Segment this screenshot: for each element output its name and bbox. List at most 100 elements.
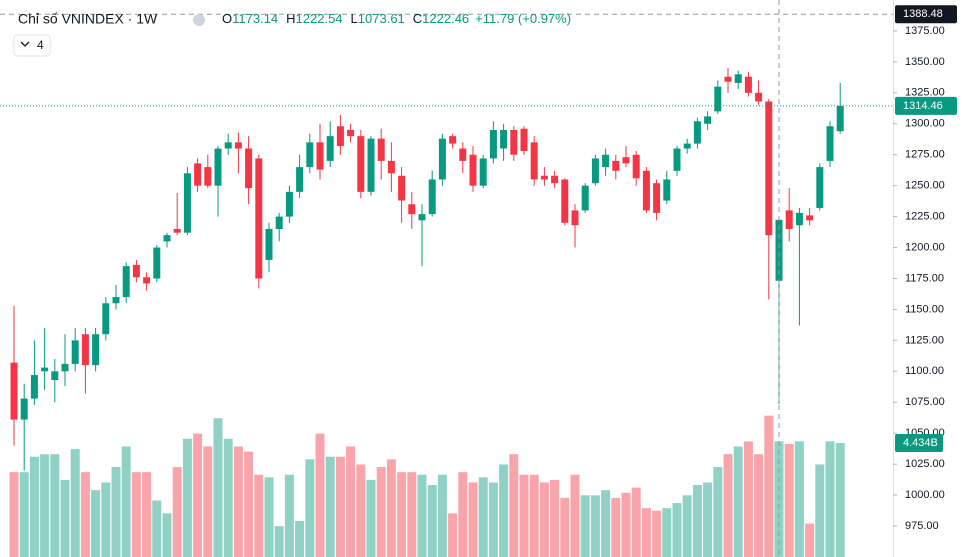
y-tick-label: 1275.00	[905, 149, 945, 161]
volume-bar	[274, 526, 284, 557]
legend: Chỉ số VNINDEX · 1W O1173.14 H1222.54 L107…	[13, 11, 571, 57]
candle-body	[285, 191, 293, 217]
price-axis: 975.001000.001025.001050.001075.001100.0…	[893, 5, 957, 532]
candle-body	[387, 160, 395, 174]
candle-body	[326, 136, 334, 161]
candle-body	[571, 210, 579, 226]
volume-bar	[233, 446, 243, 557]
volume-bar	[784, 443, 794, 557]
volume-bar	[29, 456, 39, 557]
volume-bar	[621, 492, 631, 557]
y-tick-label: 1225.00	[905, 211, 945, 223]
candle-body	[479, 158, 487, 186]
y-tick-label: 1250.00	[905, 180, 945, 192]
volume-bar	[40, 454, 50, 557]
candle-body	[296, 167, 304, 192]
volume-bar	[356, 464, 366, 557]
candle-body	[510, 129, 518, 155]
candle-body	[540, 175, 548, 180]
volume-bar	[244, 451, 254, 557]
y-tick-label: 1150.00	[905, 303, 944, 315]
candle-body	[234, 142, 242, 149]
price-layer	[0, 0, 893, 557]
volume-bar	[641, 508, 651, 557]
volume-bar	[550, 479, 560, 557]
volume-bar	[111, 467, 121, 557]
volume-bar	[284, 474, 294, 557]
candle-body	[500, 129, 508, 149]
candle-body	[551, 175, 559, 184]
candle-body	[418, 214, 426, 221]
volume-bar	[223, 438, 233, 557]
candle-body	[683, 143, 691, 149]
candle-body	[214, 148, 222, 186]
candle-body	[602, 154, 610, 168]
candle-body	[469, 154, 477, 186]
candle-body	[438, 138, 446, 180]
y-tick-label: 975.00	[905, 520, 939, 532]
candle-body	[367, 138, 375, 192]
crosshair-price-label: 1388.48	[903, 8, 943, 20]
volume-bar	[448, 513, 458, 557]
ohlc-letter: O	[222, 11, 232, 26]
candle-body	[622, 157, 630, 164]
ohlc-value: 1173.14	[232, 11, 278, 26]
candle-body	[581, 185, 589, 211]
candle-body	[275, 216, 283, 229]
y-tick-label: 1025.00	[905, 458, 945, 470]
ohlc-letter: H	[286, 11, 295, 26]
candle-body	[173, 228, 181, 233]
candle-body	[673, 148, 681, 171]
volume-tag	[895, 434, 943, 453]
volume-bar	[60, 479, 70, 557]
candle-body	[836, 105, 844, 132]
candle-body	[81, 334, 89, 366]
volume-bar	[325, 456, 335, 557]
candle-body	[163, 235, 171, 242]
volume-bar	[478, 477, 488, 557]
volume-bar	[794, 441, 804, 557]
volume-bar	[560, 497, 570, 557]
candle-body	[765, 101, 773, 236]
volume-bar	[570, 474, 580, 557]
volume-bar	[131, 472, 141, 557]
volume-bar	[519, 474, 529, 557]
candle-body	[816, 167, 824, 208]
volume-bar	[335, 456, 345, 557]
volume-bar	[692, 485, 702, 557]
volume-bar	[468, 482, 478, 557]
candle-body	[459, 148, 467, 161]
candle-body	[153, 247, 161, 279]
volume-bar	[193, 433, 203, 557]
candle-body	[245, 148, 253, 189]
candle-body	[20, 398, 28, 420]
candle-body	[632, 154, 640, 179]
volume-bar	[101, 482, 111, 557]
candle-body	[377, 138, 385, 161]
volume-bar	[203, 446, 213, 557]
candle-body	[530, 142, 538, 180]
volume-bar	[580, 495, 590, 557]
candle-body	[826, 126, 834, 161]
candle-body	[642, 170, 650, 211]
volume-bar	[19, 472, 29, 557]
y-tick-label: 1125.00	[905, 334, 944, 346]
volume-bar	[835, 443, 845, 557]
volume-bar	[590, 495, 600, 557]
last-price-tag	[895, 96, 957, 115]
candle-body	[785, 210, 793, 229]
candle-body	[408, 204, 416, 215]
volume-bar	[437, 474, 447, 557]
status-icon	[193, 14, 205, 26]
volume-bar	[70, 449, 80, 557]
candle-body	[591, 158, 599, 184]
candle-body	[51, 371, 59, 380]
volume-bar	[142, 472, 152, 557]
symbol-title: Chỉ số VNINDEX · 1W	[18, 11, 158, 27]
indicators-toggle[interactable]	[13, 34, 51, 57]
candle-body	[663, 179, 671, 201]
volume-bar	[295, 521, 305, 557]
candle-body	[41, 367, 49, 372]
volume-bar	[91, 490, 101, 557]
